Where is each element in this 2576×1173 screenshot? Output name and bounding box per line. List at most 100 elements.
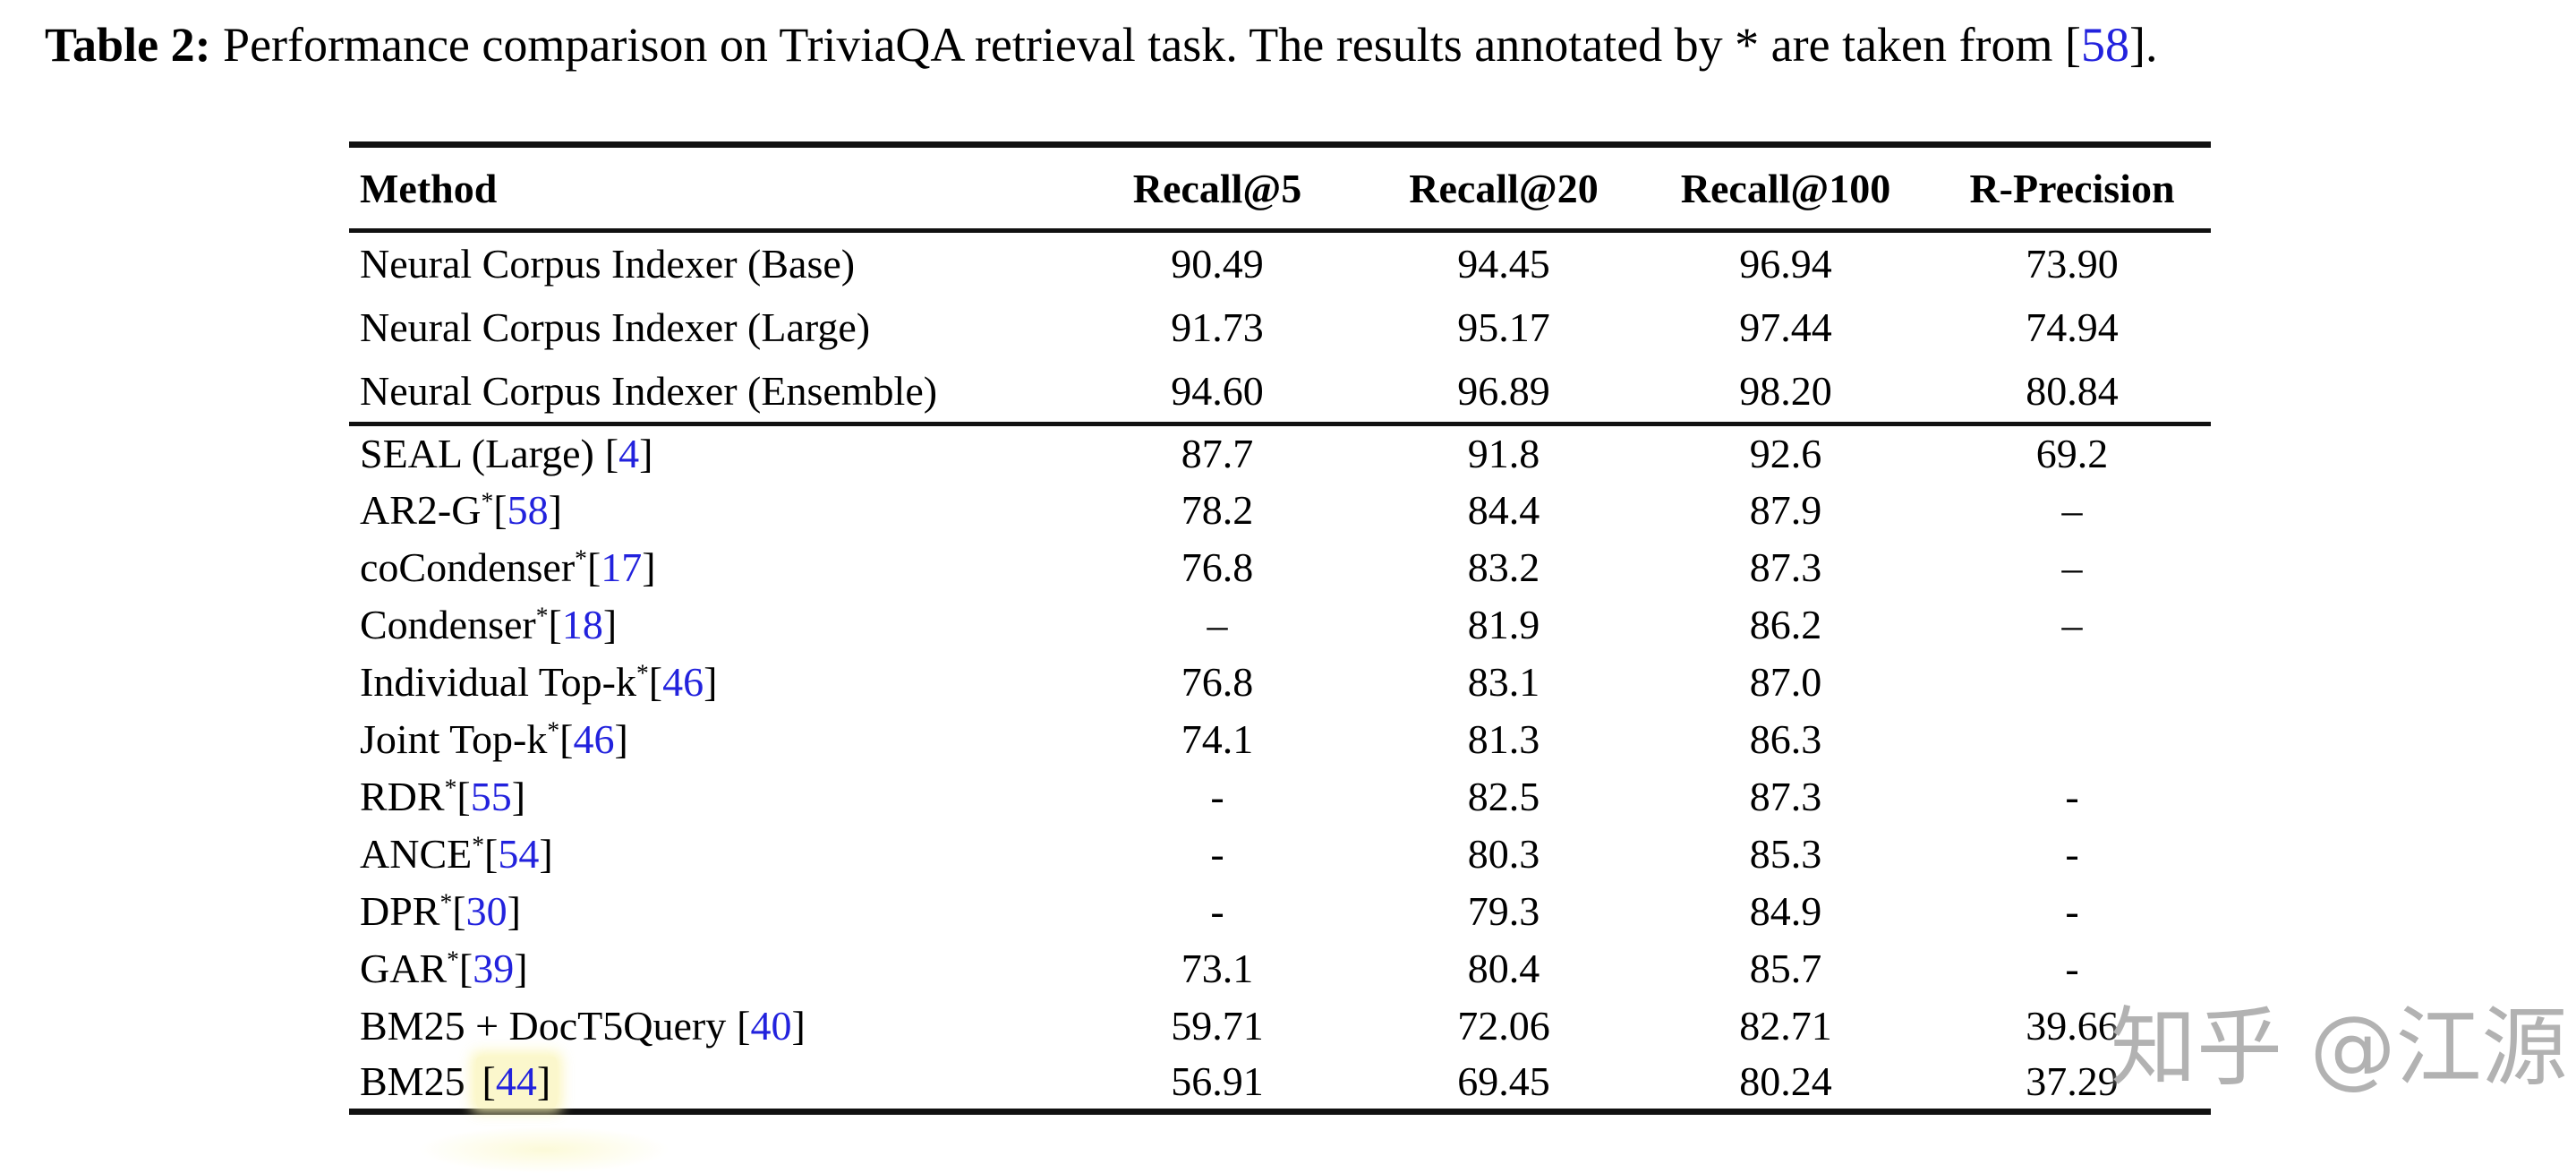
bracket-open: [: [559, 716, 574, 762]
metric-value: 72.06: [1457, 1003, 1550, 1049]
metric-value: 80.4: [1467, 946, 1540, 991]
metric-value: 87.0: [1749, 659, 1822, 705]
metric-value: 97.44: [1739, 304, 1832, 350]
metric-value: 84.4: [1467, 487, 1540, 533]
column-header-recall100: Recall@100: [1638, 144, 1933, 233]
column-header-rprecision: R-Precision: [1933, 144, 2211, 233]
table-row: coCondenser*[17] 76.8 83.2 87.3 –: [349, 539, 2211, 596]
bracket-open: [: [482, 1058, 496, 1105]
asterisk-marker: *: [547, 715, 560, 744]
bracket-close: ]: [791, 1003, 806, 1049]
metric-value: 96.89: [1369, 359, 1638, 426]
table-row: Joint Top-k*[46] 74.1 81.3 86.3: [349, 711, 2211, 768]
citation-link[interactable]: [44]: [475, 1057, 558, 1109]
metric-value: 96.94: [1739, 241, 1832, 287]
asterisk-marker: *: [481, 486, 494, 515]
bracket-close: ]: [602, 602, 618, 647]
metric-value: 85.7: [1749, 946, 1822, 991]
bracket-close: ]: [536, 1058, 551, 1105]
asterisk-marker: *: [472, 830, 485, 859]
caption-citation[interactable]: [58]: [2065, 18, 2145, 72]
citation-link[interactable]: [17]: [587, 544, 656, 590]
metric-value: –: [1207, 602, 1228, 647]
method-name: Neural Corpus Indexer (Ensemble): [360, 367, 938, 414]
citation-link[interactable]: [39]: [459, 946, 528, 991]
metric-value: [1933, 711, 2211, 768]
bracket-close: ]: [507, 888, 521, 934]
results-table: Method Recall@5 Recall@20 Recall@100 R-P…: [349, 141, 2211, 1115]
citation-number: 17: [601, 544, 643, 590]
metric-value: 74.94: [2026, 304, 2119, 350]
method-cell: RDR*[55]: [349, 768, 1065, 826]
table-row: SEAL (Large) [4] 87.7 91.8 92.6 69.2: [349, 424, 2211, 482]
metric-value: 69.2: [2035, 431, 2109, 477]
method-cell: Joint Top-k*[46]: [349, 711, 1065, 768]
citation-number: 39: [473, 946, 515, 991]
zhihu-watermark: 知乎 @江源: [2111, 997, 2568, 1098]
method-name: Neural Corpus Indexer (Base): [360, 241, 856, 287]
metric-value: 37.29: [2026, 1058, 2119, 1105]
method-cell: Neural Corpus Indexer (Base): [349, 231, 1065, 295]
table-header: Method Recall@5 Recall@20 Recall@100 R-P…: [349, 144, 2211, 233]
method-name: Individual Top-k: [360, 659, 636, 705]
metric-value: 87.3: [1749, 774, 1822, 819]
method-cell: Neural Corpus Indexer (Large): [349, 295, 1065, 360]
citation-link[interactable]: [58]: [493, 487, 562, 533]
metric-value: 59.71: [1171, 1003, 1264, 1049]
citation-link[interactable]: [40]: [737, 1003, 806, 1049]
bracket-close: ]: [514, 946, 528, 991]
table-row: GAR*[39] 73.1 80.4 85.7 -: [349, 940, 2211, 997]
metric-value: -: [2065, 774, 2079, 819]
method-cell: BM25 [44]: [349, 1055, 1065, 1112]
method-cell: AR2-G*[58]: [349, 482, 1065, 539]
table-row: Individual Top-k*[46] 76.8 83.1 87.0: [349, 654, 2211, 711]
citation-link[interactable]: [30]: [452, 888, 521, 934]
metric-value: 82.5: [1467, 774, 1540, 819]
bracket-open: [: [456, 774, 471, 819]
caption-label: Table 2:: [45, 18, 211, 72]
method-name: AR2-G: [360, 487, 482, 533]
citation-link[interactable]: [46]: [559, 716, 628, 762]
bracket-close: ]: [639, 431, 653, 477]
metric-value: 87.3: [1749, 544, 1822, 590]
citation-number: 54: [498, 831, 540, 877]
table-row: RDR*[55] - 82.5 87.3 -: [349, 768, 2211, 826]
citation-number: 30: [465, 888, 508, 934]
method-cell: BM25 + DocT5Query [40]: [349, 997, 1065, 1055]
table-row: Neural Corpus Indexer (Ensemble) 94.60 96…: [349, 359, 2211, 426]
metric-value: 73.1: [1181, 946, 1254, 991]
table-row: DPR*[30] - 79.3 84.9 -: [349, 883, 2211, 940]
metric-value: -: [1210, 774, 1224, 819]
citation-link[interactable]: [4]: [605, 431, 653, 476]
metric-value: 91.73: [1171, 304, 1264, 350]
metric-value: 92.6: [1749, 431, 1822, 477]
citation-link[interactable]: [46]: [649, 659, 718, 705]
citation-link[interactable]: [55]: [456, 774, 525, 819]
bracket-open: [: [493, 487, 508, 533]
metric-value: 84.9: [1749, 888, 1822, 934]
method-name: Neural Corpus Indexer (Large): [360, 304, 871, 350]
table-row: Neural Corpus Indexer (Base) 90.49 94.45 9…: [349, 231, 2211, 295]
citation-link[interactable]: [54]: [484, 831, 553, 877]
citation-link[interactable]: [18]: [549, 602, 618, 647]
bracket-close: ]: [614, 716, 628, 762]
method-name: ANCE: [360, 831, 473, 877]
caption-period: .: [2145, 18, 2158, 72]
bracket-close: ]: [642, 544, 656, 590]
metric-value: 79.3: [1467, 888, 1540, 934]
bracket-open: [: [458, 946, 473, 991]
metric-value: 86.3: [1749, 716, 1822, 762]
metric-value: -: [2065, 888, 2079, 934]
method-name: RDR: [360, 774, 445, 819]
metric-value: -: [1210, 831, 1224, 877]
caption-text: Performance comparison on TriviaQA retri…: [223, 18, 2065, 72]
table-row: ANCE*[54] - 80.3 85.3 -: [349, 826, 2211, 883]
method-cell: Neural Corpus Indexer (Ensemble): [349, 359, 1065, 426]
asterisk-marker: *: [439, 887, 453, 916]
bracket-open: [: [548, 602, 562, 647]
metric-value: –: [2061, 487, 2083, 533]
metric-value: -: [2065, 946, 2079, 991]
method-cell: Individual Top-k*[46]: [349, 654, 1065, 711]
citation-number: 58: [507, 487, 549, 533]
metric-value: 80.24: [1739, 1058, 1832, 1105]
